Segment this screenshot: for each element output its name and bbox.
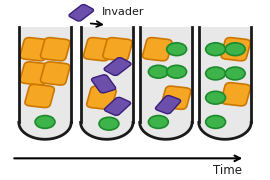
Text: Invader: Invader: [102, 7, 144, 17]
FancyBboxPatch shape: [19, 27, 71, 122]
FancyBboxPatch shape: [161, 86, 191, 109]
Circle shape: [206, 116, 225, 128]
FancyBboxPatch shape: [69, 4, 94, 21]
FancyBboxPatch shape: [199, 27, 251, 122]
Ellipse shape: [81, 105, 133, 139]
FancyBboxPatch shape: [25, 84, 54, 108]
Circle shape: [206, 43, 225, 56]
Circle shape: [225, 43, 245, 56]
FancyBboxPatch shape: [143, 38, 172, 61]
FancyBboxPatch shape: [156, 95, 181, 114]
FancyBboxPatch shape: [87, 86, 116, 109]
Circle shape: [206, 91, 225, 104]
FancyBboxPatch shape: [104, 57, 131, 76]
FancyBboxPatch shape: [81, 27, 133, 122]
Circle shape: [206, 67, 225, 80]
Circle shape: [167, 65, 187, 78]
FancyBboxPatch shape: [20, 62, 49, 85]
FancyBboxPatch shape: [20, 38, 49, 61]
FancyBboxPatch shape: [40, 62, 70, 85]
FancyBboxPatch shape: [103, 38, 132, 61]
Circle shape: [225, 67, 245, 80]
FancyBboxPatch shape: [221, 38, 251, 61]
Ellipse shape: [140, 105, 192, 139]
FancyBboxPatch shape: [40, 38, 70, 61]
FancyBboxPatch shape: [83, 38, 113, 61]
Text: Time: Time: [214, 164, 242, 177]
Circle shape: [167, 43, 187, 56]
Circle shape: [148, 116, 168, 128]
FancyBboxPatch shape: [221, 83, 251, 106]
Ellipse shape: [199, 105, 251, 139]
FancyBboxPatch shape: [104, 97, 131, 116]
FancyBboxPatch shape: [140, 27, 192, 122]
Ellipse shape: [19, 105, 71, 139]
Circle shape: [99, 117, 119, 130]
Circle shape: [35, 116, 55, 128]
FancyBboxPatch shape: [92, 75, 116, 93]
Circle shape: [148, 65, 168, 78]
